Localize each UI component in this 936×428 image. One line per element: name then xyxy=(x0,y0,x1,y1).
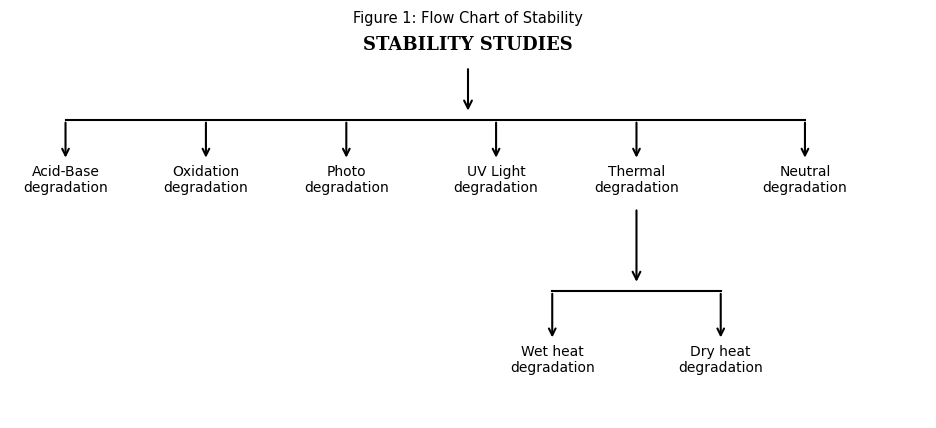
Text: Figure 1: Flow Chart of Stability: Figure 1: Flow Chart of Stability xyxy=(353,11,583,26)
Text: Dry heat
degradation: Dry heat degradation xyxy=(679,345,763,375)
Text: Oxidation
degradation: Oxidation degradation xyxy=(164,165,248,195)
Text: Acid-Base
degradation: Acid-Base degradation xyxy=(23,165,108,195)
Text: Photo
degradation: Photo degradation xyxy=(304,165,388,195)
Text: STABILITY STUDIES: STABILITY STUDIES xyxy=(363,36,573,54)
Text: Neutral
degradation: Neutral degradation xyxy=(763,165,847,195)
Text: Wet heat
degradation: Wet heat degradation xyxy=(510,345,594,375)
Text: UV Light
degradation: UV Light degradation xyxy=(454,165,538,195)
Text: Thermal
degradation: Thermal degradation xyxy=(594,165,679,195)
